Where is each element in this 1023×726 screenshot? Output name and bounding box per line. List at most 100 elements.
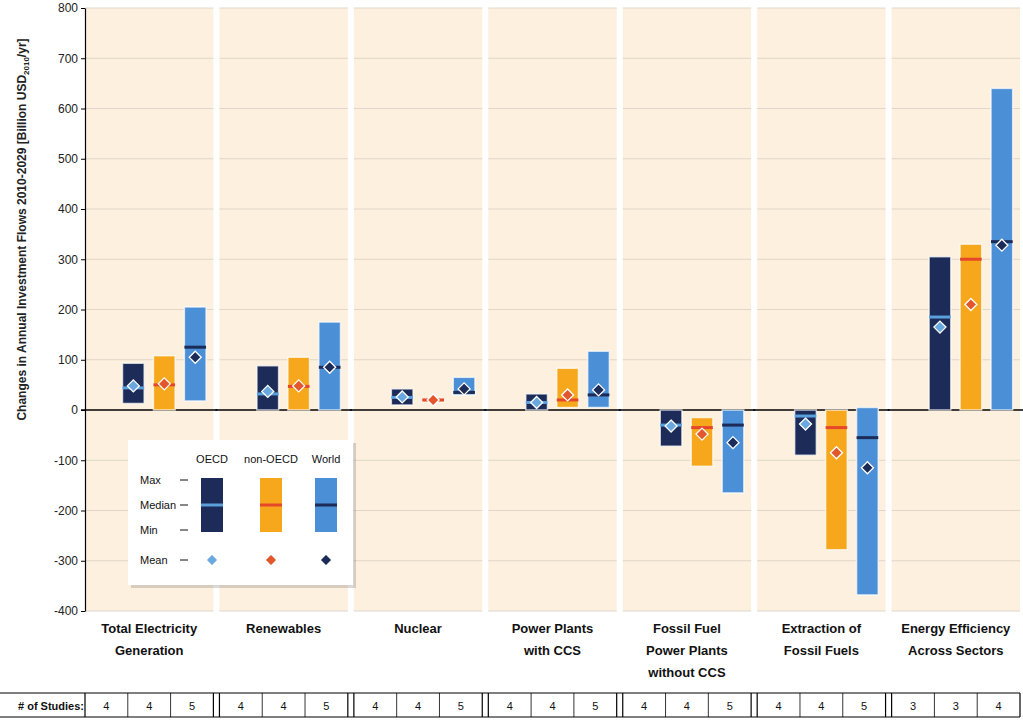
grid-line — [757, 58, 885, 59]
table-cell: 4 — [549, 700, 555, 712]
grid-line — [219, 8, 347, 9]
grid-line — [488, 158, 616, 159]
table-cell: 4 — [641, 700, 647, 712]
grid-line — [623, 108, 751, 109]
category-label-line: Fossil Fuel — [653, 621, 721, 636]
grid-line — [488, 560, 616, 561]
grid-line — [354, 560, 482, 561]
table-cell: 3 — [910, 700, 916, 712]
table-divider — [799, 693, 800, 717]
y-tick-label: -200 — [54, 504, 78, 518]
table-divider — [622, 693, 623, 717]
y-tick-mark — [81, 611, 85, 612]
median-line — [722, 424, 744, 427]
grid-line — [85, 209, 213, 210]
grid-line — [623, 309, 751, 310]
mean-marker — [934, 321, 946, 333]
grid-line — [488, 108, 616, 109]
range-bar — [557, 368, 579, 407]
y-tick-label: -400 — [54, 604, 78, 618]
y-axis-title-subscript: 2010 — [22, 57, 31, 75]
grid-line — [85, 259, 213, 260]
y-tick: -200 — [54, 504, 85, 518]
grid-line — [757, 209, 885, 210]
grid-line — [85, 8, 213, 9]
legend-entry: OECD — [196, 453, 228, 465]
grid-line — [488, 309, 616, 310]
grid-line — [488, 259, 616, 260]
grid-line — [354, 460, 482, 461]
grid-line — [488, 58, 616, 59]
range-bar — [660, 410, 682, 446]
table-divider — [396, 693, 397, 717]
table-divider — [573, 693, 574, 717]
range-bar — [929, 257, 951, 410]
y-tick-label: 400 — [58, 202, 78, 216]
legend-median — [260, 504, 282, 507]
grid-line — [757, 611, 885, 612]
grid-line — [623, 510, 751, 511]
median-line — [184, 346, 206, 349]
median-line — [857, 436, 879, 439]
category-label-line: Total Electricity — [101, 621, 198, 636]
y-axis-title: Changes in Annual Investment Flows 2010-… — [15, 38, 31, 420]
mean-marker — [800, 418, 812, 430]
grid-line — [488, 8, 616, 9]
grid-line — [354, 158, 482, 159]
category-label: Total ElectricityGeneration — [101, 621, 198, 658]
plot-background — [85, 8, 1020, 611]
table-divider — [439, 693, 440, 717]
grid-line — [219, 259, 347, 260]
category-label: Energy EfficiencyAcross Sectors — [901, 621, 1011, 658]
y-tick-mark — [81, 511, 85, 512]
grid-line — [354, 611, 482, 612]
y-tick-label: 600 — [58, 102, 78, 116]
legend-mean — [265, 554, 277, 566]
grid — [81, 8, 1023, 611]
table-cell: 4 — [281, 700, 287, 712]
table-divider — [665, 693, 666, 717]
mean-marker — [861, 462, 873, 474]
table-divider — [934, 693, 935, 717]
legend-stat-dash — [180, 505, 188, 506]
grid-line — [623, 359, 751, 360]
studies-table: # of Studies:445445445445445445334 — [0, 693, 1020, 717]
table-divider — [219, 693, 220, 717]
y-tick-label: 100 — [58, 353, 78, 367]
mean-marker — [189, 351, 201, 363]
y-tick-mark — [81, 561, 85, 562]
table-cell: 4 — [372, 700, 378, 712]
legend-box — [128, 440, 353, 585]
y-tick-label: 700 — [58, 52, 78, 66]
table-cell: 4 — [238, 700, 244, 712]
mean-marker — [665, 420, 677, 432]
table-divider — [127, 693, 128, 717]
grid-line — [354, 309, 482, 310]
panels — [85, 8, 1020, 611]
legend-median — [315, 504, 337, 507]
legend-stat-dash — [180, 530, 188, 531]
y-tick: 800 — [58, 1, 85, 15]
table-divider — [708, 693, 709, 717]
grid-line — [623, 8, 751, 9]
category-label-line: Extraction of — [782, 621, 862, 636]
grid-line — [623, 209, 751, 210]
legend-swatch — [260, 478, 282, 532]
mean-marker — [324, 361, 336, 373]
range-bar — [960, 244, 982, 410]
range-bar — [722, 410, 744, 493]
grid-line — [219, 58, 347, 59]
table-cell: 4 — [818, 700, 824, 712]
median-line — [960, 258, 982, 261]
table-rule — [0, 716, 1020, 717]
y-tick-label: 0 — [71, 403, 78, 417]
y-tick: -400 — [54, 604, 85, 618]
table-divider — [531, 693, 532, 717]
grid-line — [623, 158, 751, 159]
grid-line — [757, 108, 885, 109]
mean-marker — [965, 298, 977, 310]
y-axis-line — [85, 9, 86, 612]
grid-line — [85, 158, 213, 159]
legend-swatch — [201, 478, 223, 532]
table-divider — [262, 693, 263, 717]
